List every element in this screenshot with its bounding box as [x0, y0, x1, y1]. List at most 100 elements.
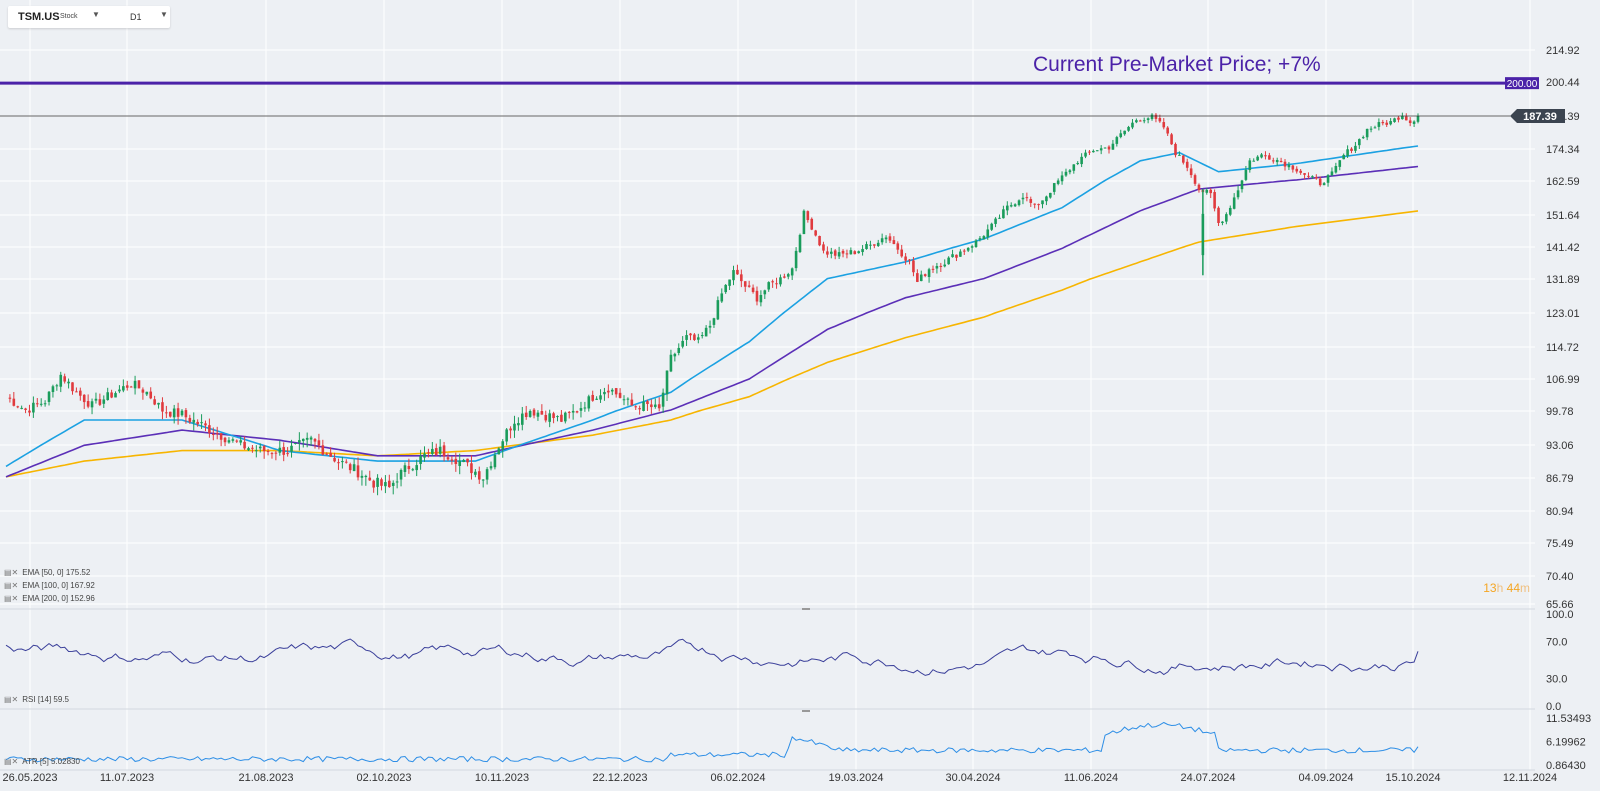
candle-body — [1264, 155, 1267, 157]
candle-body — [1252, 160, 1256, 162]
legend-rsi[interactable]: ▤✕ RSI [14] 59.5 — [4, 695, 69, 704]
candle-body — [290, 445, 293, 452]
candle-body — [1408, 120, 1412, 124]
candle-body — [1099, 148, 1103, 151]
symbol-dropdown-icon[interactable]: ▼ — [92, 10, 100, 19]
candle-body — [98, 399, 102, 405]
timer-minutes-unit: m — [1520, 581, 1530, 595]
candle-body — [947, 257, 950, 265]
candle-body — [1142, 120, 1146, 122]
candle-body — [908, 259, 911, 261]
candle-body — [372, 480, 375, 488]
candle-body — [501, 441, 505, 450]
candle-body — [43, 403, 47, 405]
candle-body — [274, 452, 278, 454]
candle-body — [575, 411, 579, 413]
candle-body — [927, 269, 931, 277]
candle-body — [403, 465, 407, 472]
candle-body — [442, 445, 446, 457]
candle-body — [344, 461, 348, 463]
candle-body — [1115, 137, 1119, 144]
timeframe-selector[interactable]: D1 — [130, 12, 142, 22]
candle-body — [966, 247, 970, 251]
candle-body — [1107, 146, 1111, 150]
symbol-selector[interactable]: TSM.US Stock ▼ D1 ▼ — [8, 6, 170, 28]
candle-body — [1260, 154, 1263, 158]
candle-body — [786, 274, 790, 277]
timeframe-dropdown-icon[interactable]: ▼ — [160, 10, 168, 19]
candle-body — [1033, 203, 1036, 205]
candle-body — [1084, 152, 1087, 157]
candle-body — [614, 388, 618, 395]
candle-body — [732, 270, 735, 281]
legend-ema100[interactable]: ▤✕ EMA [100, 0] 167.92 — [4, 581, 95, 590]
legend-ema100-label: EMA [100, 0] 167.92 — [22, 581, 95, 590]
settings-icon[interactable]: ▤✕ — [4, 594, 19, 603]
candle-body — [59, 374, 63, 387]
legend-ema200[interactable]: ▤✕ EMA [200, 0] 152.96 — [4, 594, 95, 603]
candle-body — [419, 456, 422, 464]
candle-body — [896, 243, 900, 250]
candle-body — [360, 475, 364, 478]
candle-body — [63, 376, 66, 382]
legend-ema50[interactable]: ▤✕ EMA [50, 0] 175.52 — [4, 568, 90, 577]
candle-body — [1111, 143, 1115, 150]
candle-body — [470, 463, 473, 474]
candle-body — [1068, 170, 1072, 173]
candle-body — [743, 281, 747, 287]
candle-body — [1146, 118, 1150, 121]
candle-body — [415, 465, 418, 471]
candle-body — [912, 260, 915, 273]
candle-body — [122, 386, 125, 391]
candle-body — [783, 276, 786, 278]
settings-icon[interactable]: ▤✕ — [4, 695, 19, 704]
candles — [8, 112, 1420, 496]
candle-body — [1287, 164, 1291, 168]
candle-body — [591, 394, 595, 401]
candle-body — [759, 294, 763, 303]
candle-body — [16, 406, 20, 408]
candle-body — [943, 264, 947, 267]
candle-body — [110, 392, 113, 398]
settings-icon[interactable]: ▤✕ — [4, 581, 19, 590]
legend-atr[interactable]: ▤✕ ATR [5] 5.02830 — [4, 757, 80, 766]
candle-body — [286, 453, 289, 455]
candle-body — [646, 401, 649, 405]
candle-body — [552, 413, 555, 419]
candle-body — [321, 445, 325, 455]
candle-body — [970, 246, 974, 248]
candle-body — [212, 433, 215, 435]
candle-body — [341, 461, 344, 463]
settings-icon[interactable]: ▤✕ — [4, 757, 19, 766]
candle-body — [12, 398, 16, 406]
timer-hours: 13 — [1483, 581, 1497, 595]
candle-body — [153, 399, 156, 405]
ema50-line — [5, 145, 1419, 468]
candle-body — [380, 479, 383, 486]
candle-body — [1295, 168, 1299, 172]
candle-body — [149, 391, 153, 399]
candle-body — [669, 354, 673, 372]
candle-body — [333, 457, 336, 462]
candle-body — [955, 254, 958, 258]
candle-body — [1401, 115, 1404, 120]
candle-body — [1232, 197, 1236, 209]
settings-icon[interactable]: ▤✕ — [4, 568, 19, 577]
candle-body — [861, 249, 864, 253]
candle-body — [407, 465, 411, 470]
candle-body — [1189, 168, 1193, 176]
candle-body — [356, 465, 360, 478]
candle-body — [681, 340, 684, 347]
candle-body — [67, 381, 70, 384]
y-tick-label: 214.92 — [1546, 45, 1580, 57]
rsi-line — [5, 638, 1419, 676]
candle-body — [118, 389, 121, 392]
candle-body — [755, 290, 759, 302]
candle-body — [251, 447, 254, 449]
candle-body — [556, 416, 559, 418]
candle-body — [313, 438, 317, 442]
candle-body — [133, 380, 137, 389]
candle-body — [986, 229, 990, 238]
candle-body — [849, 250, 853, 255]
